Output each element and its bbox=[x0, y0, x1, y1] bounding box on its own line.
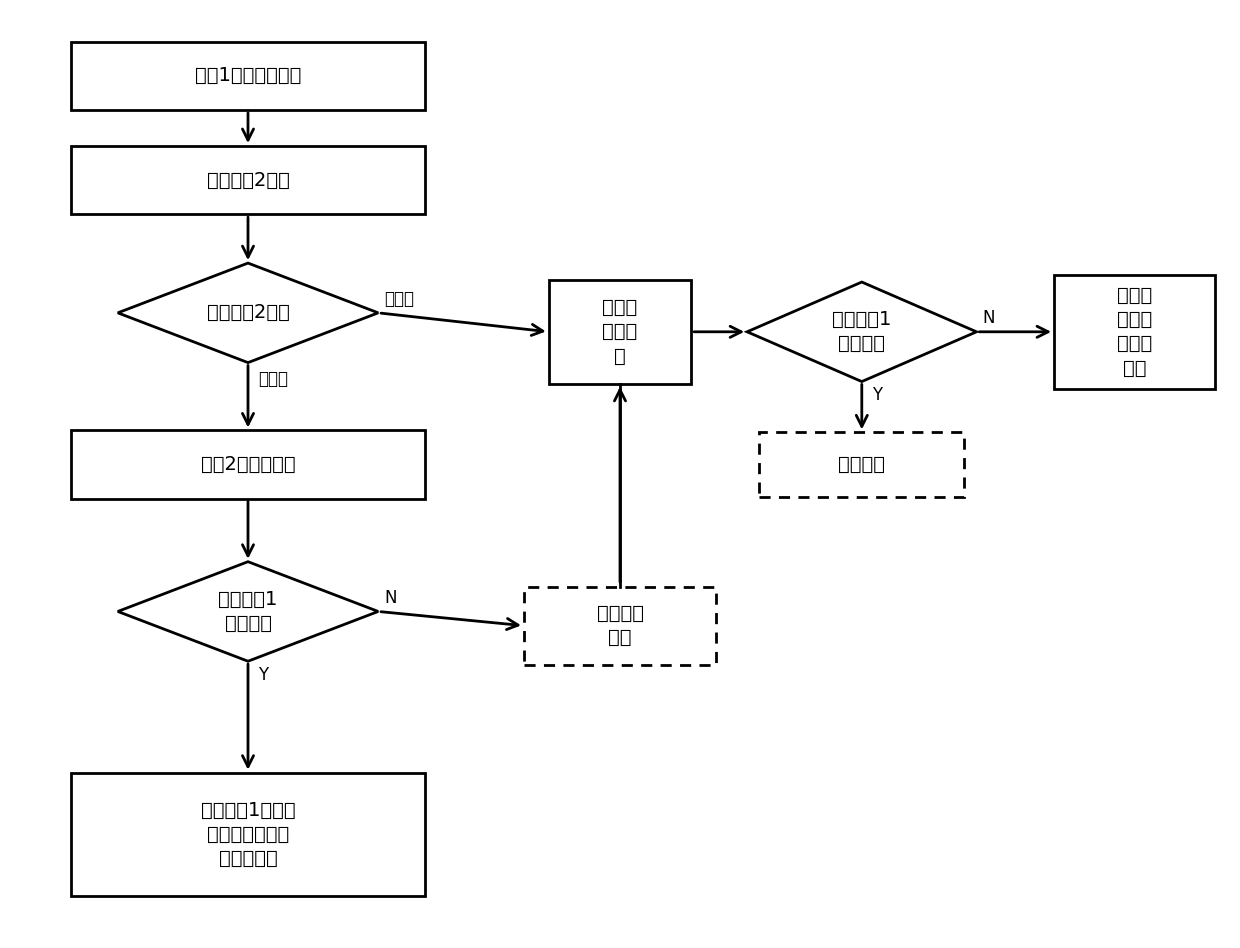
Text: 大于微网1
功率缺额: 大于微网1 功率缺额 bbox=[218, 590, 278, 633]
Text: 输出功
率，切
除次要
负荷: 输出功 率，切 除次要 负荷 bbox=[1117, 286, 1152, 377]
Text: 判断微网2状态: 判断微网2状态 bbox=[207, 303, 289, 322]
Text: 微网2计算功率差: 微网2计算功率差 bbox=[201, 455, 295, 474]
Text: 输出微网1功率缺
额，将多余功率
回馈至配网: 输出微网1功率缺 额，将多余功率 回馈至配网 bbox=[201, 800, 295, 868]
Text: 负载型: 负载型 bbox=[384, 290, 414, 308]
Polygon shape bbox=[118, 561, 378, 662]
FancyBboxPatch shape bbox=[523, 587, 717, 665]
Text: 电源型: 电源型 bbox=[258, 370, 288, 388]
Polygon shape bbox=[118, 263, 378, 362]
FancyBboxPatch shape bbox=[72, 146, 424, 214]
Text: 读取微网2状态: 读取微网2状态 bbox=[207, 171, 289, 190]
Text: Y: Y bbox=[872, 387, 882, 404]
FancyBboxPatch shape bbox=[72, 430, 424, 499]
Text: 输出部分
功率: 输出部分 功率 bbox=[596, 604, 644, 647]
FancyBboxPatch shape bbox=[72, 42, 424, 110]
Text: N: N bbox=[982, 309, 996, 327]
FancyBboxPatch shape bbox=[759, 432, 965, 497]
Text: N: N bbox=[384, 589, 397, 607]
Polygon shape bbox=[746, 283, 977, 381]
Text: 微网1为负载型微网: 微网1为负载型微网 bbox=[195, 66, 301, 85]
Text: 主网计
算功率
差: 主网计 算功率 差 bbox=[603, 298, 637, 366]
FancyBboxPatch shape bbox=[72, 773, 424, 896]
Text: 输出功率: 输出功率 bbox=[838, 455, 885, 474]
FancyBboxPatch shape bbox=[1054, 275, 1215, 389]
FancyBboxPatch shape bbox=[549, 280, 692, 384]
Text: Y: Y bbox=[258, 666, 268, 684]
Text: 满足微网1
功率差额: 满足微网1 功率差额 bbox=[832, 310, 892, 354]
